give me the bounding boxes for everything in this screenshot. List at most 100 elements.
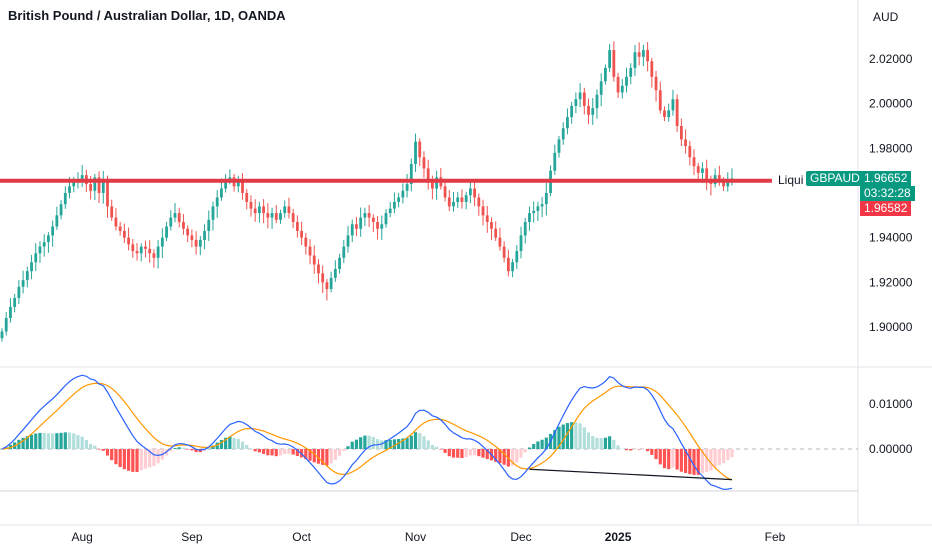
macd-histogram-bar	[473, 449, 477, 456]
macd-histogram-bar	[25, 436, 29, 449]
candle-body	[367, 213, 371, 218]
macd-histogram-bar	[683, 449, 688, 473]
candle-body	[333, 268, 337, 278]
macd-signal-line	[1, 382, 733, 481]
candle-body	[494, 228, 498, 238]
candle-body	[173, 213, 177, 218]
macd-histogram-bar	[633, 449, 637, 450]
macd-histogram-bar	[430, 444, 435, 449]
macd-histogram-bar	[464, 449, 468, 458]
candle-body	[359, 217, 363, 229]
candle-body	[59, 204, 63, 216]
macd-histogram-bar	[544, 437, 548, 449]
macd-histogram-bar	[186, 449, 190, 450]
candle-body	[717, 175, 721, 182]
candle-body	[165, 226, 168, 238]
macd-histogram-bar	[321, 449, 325, 465]
macd-histogram-bar	[240, 441, 245, 449]
candle-body	[135, 251, 139, 254]
candle-body	[726, 179, 730, 187]
candle-body	[566, 117, 569, 129]
candle-body	[722, 181, 725, 187]
macd-histogram-bar	[397, 439, 401, 449]
time-tick-label: Oct	[292, 530, 311, 544]
macd-histogram-bar	[367, 435, 371, 449]
time-tick-label: Dec	[510, 530, 531, 544]
macd-histogram-bar	[688, 449, 692, 475]
macd-histogram-bar	[409, 435, 413, 449]
candle-body	[646, 50, 650, 62]
price-tick-label: 1.90000	[869, 320, 913, 334]
candle-body	[156, 246, 160, 258]
macd-histogram-bar	[29, 434, 34, 449]
candle-body	[515, 251, 519, 263]
macd-histogram-bar	[599, 438, 603, 449]
macd-histogram-bar	[726, 449, 730, 461]
candle-body	[460, 197, 464, 202]
time-tick-label: Feb	[765, 530, 786, 544]
candle-body	[679, 126, 683, 140]
macd-histogram-bar	[721, 449, 726, 464]
macd-histogram-bar	[447, 449, 451, 457]
candle-body	[604, 67, 607, 82]
macd-histogram-bar	[249, 448, 253, 449]
macd-histogram-bar	[325, 449, 329, 466]
other-price-tag: 1.96582	[860, 201, 912, 216]
candle-body	[540, 204, 544, 207]
candle-body	[658, 90, 662, 111]
candle-body	[490, 222, 493, 229]
macd-histogram-bar	[418, 433, 422, 449]
candle-body	[249, 201, 253, 209]
macd-histogram-bar	[523, 449, 527, 453]
macd-histogram-bar	[287, 449, 291, 454]
candle-body	[93, 177, 97, 191]
candle-body	[342, 246, 346, 258]
candle-body	[544, 193, 548, 205]
candle-body	[274, 213, 278, 220]
candle-body	[106, 179, 109, 207]
macd-histogram-bar	[586, 432, 591, 449]
macd-histogram-bar	[456, 449, 460, 458]
macd-histogram-bar	[650, 449, 654, 455]
macd-histogram-bar	[156, 449, 160, 464]
candle-body	[203, 230, 206, 240]
macd-histogram-bar	[363, 435, 367, 449]
macd-histogram-bar	[72, 433, 76, 449]
candle-body	[519, 235, 523, 252]
macd-histogram-bar	[135, 449, 139, 472]
macd-histogram-bar	[51, 433, 55, 449]
candle-body	[422, 157, 426, 169]
candle-body	[13, 297, 17, 307]
macd-histogram-bar	[629, 449, 633, 451]
time-tick-label: 2025	[605, 530, 632, 544]
candle-body	[705, 168, 709, 180]
macd-histogram-bar	[696, 449, 700, 475]
candle-body	[118, 226, 122, 231]
axis-ticks-layer: 2.020002.000001.980001.960001.940001.920…	[71, 52, 912, 544]
candle-body	[215, 197, 219, 207]
macd-histogram-bar	[181, 447, 186, 449]
macd-histogram-bar	[152, 449, 156, 467]
candle-body	[620, 85, 624, 93]
candle-body	[63, 193, 67, 205]
candle-body	[625, 76, 628, 86]
macd-histogram-bar	[34, 433, 38, 449]
divergence-trendline	[529, 468, 733, 481]
macd-histogram-bar	[76, 434, 80, 449]
macd-histogram-bar	[346, 446, 350, 449]
candle-body	[17, 286, 21, 298]
macd-histogram-bar	[405, 437, 409, 449]
candle-body	[312, 255, 316, 265]
macd-histogram-bar	[17, 439, 21, 449]
candle-body	[701, 168, 704, 173]
candle-body	[329, 277, 333, 290]
candle-body	[350, 224, 354, 236]
candle-body	[608, 50, 612, 68]
candle-body	[553, 152, 557, 171]
candle-body	[650, 61, 654, 77]
macd-histogram-bar	[624, 449, 629, 451]
macd-histogram-bar	[641, 449, 645, 450]
candle-body	[160, 237, 164, 247]
candle-body	[38, 246, 42, 254]
